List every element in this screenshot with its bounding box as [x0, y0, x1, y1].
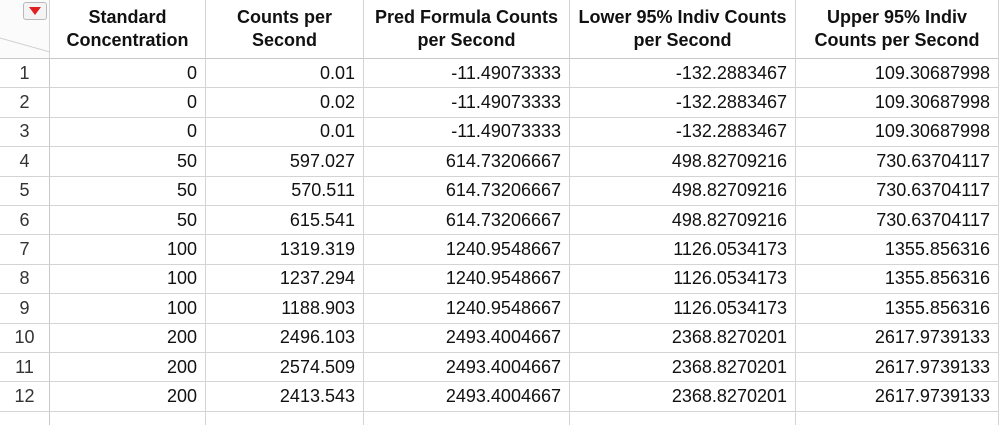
corner-divider	[0, 37, 50, 53]
column-header-5[interactable]: Upper 95% Indiv Counts per Second	[796, 0, 999, 59]
table-cell[interactable]: 1319.319	[206, 235, 364, 265]
table-cell[interactable]: 1126.0534173	[570, 264, 796, 295]
table-cell[interactable]: -132.2883467	[570, 88, 796, 118]
table-cell[interactable]: 200	[50, 382, 206, 412]
table-corner	[0, 0, 50, 59]
empty-cell	[0, 411, 50, 425]
table-cell[interactable]: 2574.509	[206, 352, 364, 383]
table-cell[interactable]: 100	[50, 294, 206, 324]
table-cell[interactable]: 2368.8270201	[570, 382, 796, 412]
row-number[interactable]: 5	[0, 176, 50, 206]
table-cell[interactable]: 2493.4004667	[364, 352, 570, 383]
table-cell[interactable]: 1355.856316	[796, 264, 999, 295]
row-number[interactable]: 12	[0, 382, 50, 412]
table-cell[interactable]: 730.63704117	[796, 205, 999, 236]
table-cell[interactable]: 109.30687998	[796, 117, 999, 148]
table-cell[interactable]: 1188.903	[206, 294, 364, 324]
row-number[interactable]: 8	[0, 264, 50, 295]
table-cell[interactable]: 614.73206667	[364, 147, 570, 177]
table-cell[interactable]: 100	[50, 235, 206, 265]
table-cell[interactable]: 200	[50, 323, 206, 353]
row-number[interactable]: 4	[0, 147, 50, 177]
table-cell[interactable]: 200	[50, 352, 206, 383]
table-cell[interactable]: 2617.9739133	[796, 323, 999, 353]
empty-cell	[206, 411, 364, 425]
table-cell[interactable]: 597.027	[206, 147, 364, 177]
column-header-1[interactable]: Standard Concentration	[50, 0, 206, 59]
table-cell[interactable]: -132.2883467	[570, 117, 796, 148]
table-menu-button[interactable]	[23, 2, 47, 20]
table-cell[interactable]: 570.511	[206, 176, 364, 206]
table-cell[interactable]: 1237.294	[206, 264, 364, 295]
row-number[interactable]: 9	[0, 294, 50, 324]
table-cell[interactable]: 2496.103	[206, 323, 364, 353]
table-cell[interactable]: 1126.0534173	[570, 235, 796, 265]
red-disclosure-triangle-icon	[29, 7, 41, 15]
table-cell[interactable]: 2617.9739133	[796, 352, 999, 383]
table-cell[interactable]: 614.73206667	[364, 176, 570, 206]
table-cell[interactable]: 0	[50, 88, 206, 118]
table-cell[interactable]: 2493.4004667	[364, 323, 570, 353]
table-cell[interactable]: 50	[50, 205, 206, 236]
table-cell[interactable]: 109.30687998	[796, 59, 999, 89]
table-cell[interactable]: 50	[50, 147, 206, 177]
empty-cell	[364, 411, 570, 425]
table-cell[interactable]: 498.82709216	[570, 176, 796, 206]
table-cell[interactable]: 1240.9548667	[364, 235, 570, 265]
table-cell[interactable]: 2368.8270201	[570, 323, 796, 353]
table-cell[interactable]: -11.49073333	[364, 59, 570, 89]
row-number[interactable]: 3	[0, 117, 50, 148]
table-cell[interactable]: 2617.9739133	[796, 382, 999, 412]
table-cell[interactable]: -11.49073333	[364, 117, 570, 148]
row-number[interactable]: 2	[0, 88, 50, 118]
column-header-4[interactable]: Lower 95% Indiv Counts per Second	[570, 0, 796, 59]
table-cell[interactable]: 1126.0534173	[570, 294, 796, 324]
table-cell[interactable]: 1355.856316	[796, 235, 999, 265]
row-number[interactable]: 11	[0, 352, 50, 383]
column-header-2[interactable]: Counts per Second	[206, 0, 364, 59]
table-cell[interactable]: 498.82709216	[570, 205, 796, 236]
table-cell[interactable]: 109.30687998	[796, 88, 999, 118]
table-cell[interactable]: 0.01	[206, 117, 364, 148]
table-cell[interactable]: 0	[50, 117, 206, 148]
row-number[interactable]: 10	[0, 323, 50, 353]
table-cell[interactable]: 730.63704117	[796, 147, 999, 177]
table-cell[interactable]: 50	[50, 176, 206, 206]
empty-cell	[796, 411, 999, 425]
table-cell[interactable]: 730.63704117	[796, 176, 999, 206]
table-cell[interactable]: 0.01	[206, 59, 364, 89]
empty-cell	[570, 411, 796, 425]
row-number[interactable]: 1	[0, 59, 50, 89]
table-cell[interactable]: 614.73206667	[364, 205, 570, 236]
table-cell[interactable]: 1355.856316	[796, 294, 999, 324]
row-number[interactable]: 6	[0, 205, 50, 236]
table-cell[interactable]: -132.2883467	[570, 59, 796, 89]
table-cell[interactable]: 0	[50, 59, 206, 89]
column-header-3[interactable]: Pred Formula Counts per Second	[364, 0, 570, 59]
table-cell[interactable]: 498.82709216	[570, 147, 796, 177]
table-cell[interactable]: 0.02	[206, 88, 364, 118]
table-cell[interactable]: 1240.9548667	[364, 264, 570, 295]
table-cell[interactable]: 2413.543	[206, 382, 364, 412]
table-cell[interactable]: 2493.4004667	[364, 382, 570, 412]
table-cell[interactable]: -11.49073333	[364, 88, 570, 118]
table-cell[interactable]: 2368.8270201	[570, 352, 796, 383]
empty-cell	[50, 411, 206, 425]
row-number[interactable]: 7	[0, 235, 50, 265]
table-cell[interactable]: 1240.9548667	[364, 294, 570, 324]
table-cell[interactable]: 100	[50, 264, 206, 295]
table-cell[interactable]: 615.541	[206, 205, 364, 236]
